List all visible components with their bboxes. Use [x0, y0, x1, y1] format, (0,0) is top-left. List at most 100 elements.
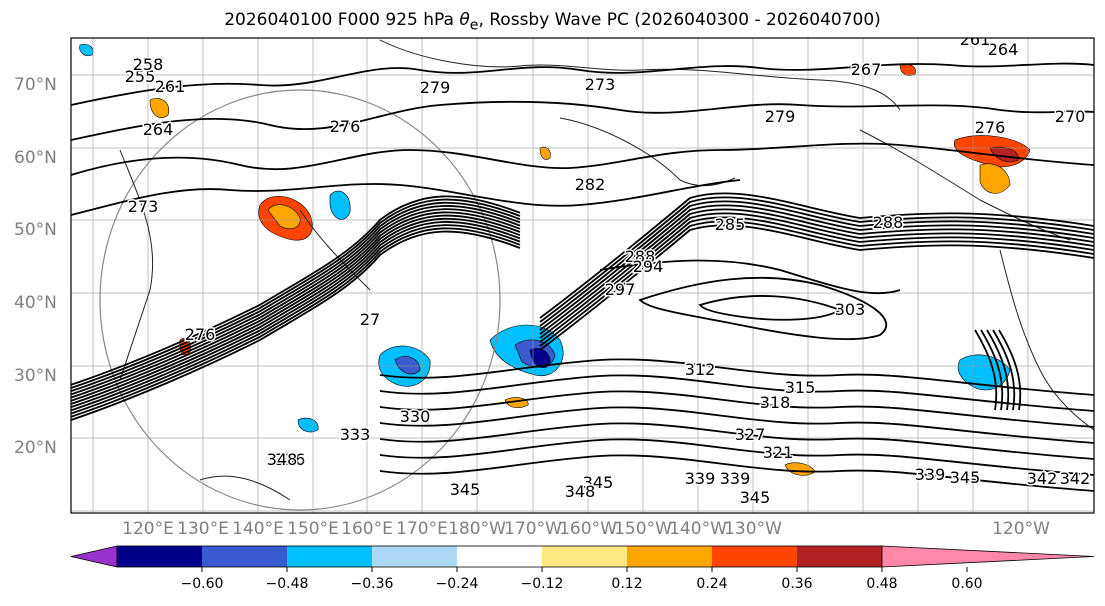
contour-label: 348 — [565, 482, 596, 501]
contour-line — [379, 406, 1094, 444]
contour-line — [998, 329, 1022, 411]
contour-line — [71, 100, 1094, 141]
contour-label: 261 — [960, 30, 991, 49]
colorbar-tick-label: 0.60 — [951, 576, 983, 592]
contour-label: 345 — [740, 488, 771, 507]
contour-label: 330 — [400, 407, 431, 426]
lon-label: 160°E — [341, 519, 393, 539]
contour-line — [638, 276, 888, 340]
contour-line — [980, 329, 1004, 411]
lat-label: 50°N — [14, 220, 57, 240]
contour-line — [379, 374, 1094, 412]
colorbar-tick-label: 0.36 — [781, 576, 813, 592]
lon-label: 150°W — [614, 519, 672, 539]
contour-line — [71, 217, 521, 409]
lon-label: 150°E — [287, 519, 339, 539]
shading-patch — [979, 163, 1011, 194]
contour-label: 267 — [851, 60, 882, 79]
contour-label: 285 — [715, 215, 746, 234]
contour-line — [539, 204, 1094, 331]
contour-line — [379, 390, 1094, 428]
contour-label: 282 — [575, 175, 606, 194]
contour-label: 333 — [340, 425, 371, 444]
contour-label: 297 — [605, 280, 636, 299]
shading-patch — [989, 146, 1019, 163]
contour-label: 345 — [583, 473, 614, 492]
title-text: 2026040100 F000 925 hPa — [224, 10, 460, 30]
contour-labels: 2552582612642792762732672642612792762822… — [123, 30, 1092, 509]
contour-line — [71, 214, 521, 405]
contour-line — [539, 200, 1094, 327]
contour-label: 264 — [143, 120, 174, 139]
colorbar-tick-label: −0.60 — [180, 576, 224, 592]
map-title: 2026040100 F000 925 hPa θe, Rossby Wave … — [0, 10, 1105, 33]
colorbar-bin — [117, 546, 202, 567]
colorbar-bin — [627, 546, 712, 567]
title-theta: θ — [459, 10, 470, 30]
contour-line — [539, 212, 1094, 339]
lat-label: 30°N — [14, 366, 57, 386]
lat-label: 40°N — [14, 293, 57, 313]
contour-label: 315 — [785, 378, 816, 397]
shading-patch — [267, 204, 301, 230]
contour-label: 255 — [125, 67, 156, 86]
contour-line — [71, 227, 521, 418]
colorbar-tick-label: 0.48 — [866, 576, 898, 592]
contour-line — [539, 224, 1094, 351]
contour-line — [379, 454, 1094, 492]
contour-line — [71, 179, 741, 216]
lat-label: 60°N — [14, 148, 57, 168]
colorbar-tick-label: 0.24 — [696, 576, 728, 592]
contour-label: 258 — [133, 55, 164, 74]
contour-label: 276 — [330, 117, 361, 136]
contour-label: 327 — [735, 425, 766, 444]
contour-label: 336 — [275, 450, 306, 469]
contour-label: 312 — [685, 360, 716, 379]
contour-line — [379, 422, 1094, 460]
colorbar-tick-label: 0.12 — [611, 576, 643, 592]
coastline — [999, 249, 1094, 431]
contour-label: 288 — [625, 247, 656, 266]
contour-line — [71, 221, 521, 412]
lon-label: 140°W — [669, 519, 727, 539]
contour-label: 279 — [765, 107, 796, 126]
lon-label: 170°W — [504, 519, 562, 539]
contour-label: 261 — [155, 77, 186, 96]
lon-label: 130°E — [177, 519, 229, 539]
colorbar-tick-label: −0.12 — [520, 576, 564, 592]
colorbar-bin — [287, 546, 372, 567]
lon-label: 180°W — [448, 519, 506, 539]
colorbar-tick-label: −0.36 — [350, 576, 394, 592]
contour-line — [71, 195, 521, 386]
graticule — [71, 38, 1094, 513]
contour-line — [986, 329, 1010, 411]
colorbar-bin — [797, 546, 882, 567]
coastline — [299, 209, 371, 291]
shading-patch — [149, 98, 170, 119]
colorbar-extend-right — [881, 545, 1095, 568]
contour-label: 276 — [185, 325, 216, 344]
contour-label: 339 — [915, 465, 946, 484]
map-frame — [70, 37, 1095, 514]
lon-label: 120°E — [122, 519, 174, 539]
contour-line — [71, 205, 521, 396]
contour-line — [71, 211, 521, 402]
colorbar-tick-label: −0.48 — [265, 576, 309, 592]
contour-line — [539, 216, 1094, 343]
contour-label: 273 — [128, 197, 159, 216]
shading-patch — [539, 146, 551, 160]
title-subscript: e — [469, 17, 479, 34]
contour-line — [974, 329, 998, 411]
coastline — [199, 475, 291, 501]
colorbar — [70, 545, 1095, 572]
contour-line — [71, 208, 521, 399]
contour-label: 348 — [267, 450, 298, 469]
contour-line — [539, 208, 1094, 335]
colorbar-bin — [202, 546, 287, 567]
contour-label: 294 — [633, 257, 664, 276]
lon-label: 140°E — [232, 519, 284, 539]
colorbar-tick-label: −0.24 — [435, 576, 479, 592]
colorbar-bin — [712, 546, 797, 567]
shading-patch — [79, 43, 94, 57]
